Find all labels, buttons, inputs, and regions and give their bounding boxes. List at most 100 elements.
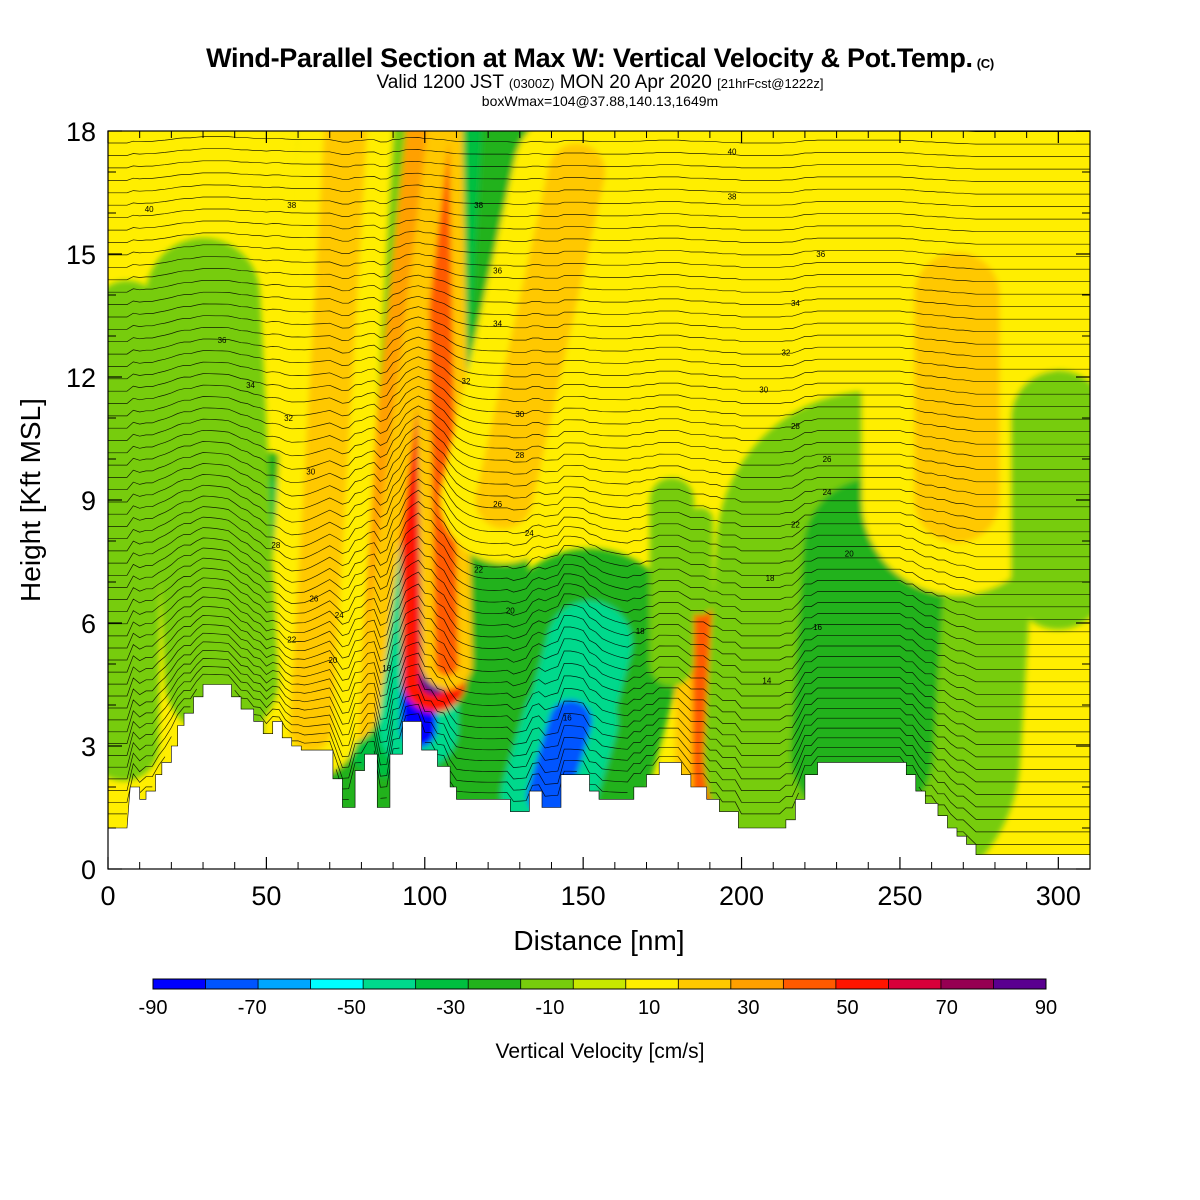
theta-contour-line: [108, 478, 1090, 548]
theta-contour-line: [108, 630, 1090, 708]
velocity-core: [289, 131, 367, 751]
colorbar-tick-label: 10: [638, 997, 660, 1019]
colorbar-segment: [573, 979, 627, 989]
colorbar-label: Vertical Velocity [cm/s]: [496, 1040, 705, 1063]
colorbar-segment: [783, 979, 837, 989]
y-tick-label: 15: [66, 240, 96, 270]
theta-contour-line: [108, 666, 1090, 758]
theta-contour-line: [108, 219, 1090, 233]
contour-label: 20: [506, 607, 515, 616]
theta-contour-line: [108, 649, 1090, 733]
theta-contour-line: [108, 241, 1090, 258]
contour-label: 22: [474, 566, 483, 575]
contour-label: 20: [328, 656, 337, 665]
contour-label: 34: [246, 381, 255, 390]
colorbar-tick-label: 90: [1035, 997, 1057, 1019]
colorbar-tick-label: -30: [436, 997, 465, 1019]
x-tick-label: 50: [251, 881, 281, 911]
contour-label: 28: [791, 422, 800, 431]
colorbar-tick-label: 30: [737, 997, 759, 1019]
contour-label: 40: [728, 148, 737, 157]
contour-label: 40: [145, 205, 154, 214]
theta-contour-line: [108, 641, 1090, 720]
contour-label: 30: [515, 410, 524, 419]
x-tick-label: 0: [100, 881, 115, 911]
colorbar-segment: [468, 979, 522, 989]
colorbar-segment: [993, 979, 1047, 989]
theta-contour-line: [108, 741, 1090, 820]
theta-contour-line: [108, 512, 1090, 583]
contour-label: 34: [791, 299, 800, 308]
theta-contour-line: [108, 172, 1090, 182]
colorbar-segment: [310, 979, 364, 989]
x-tick-label: 100: [402, 881, 447, 911]
box-info: boxWmax=104@37.88,140.13,1649m: [481, 93, 719, 109]
theta-contour-line: [108, 607, 1090, 683]
theta-contour-line: [108, 547, 1090, 620]
colorbar-segment: [520, 979, 574, 989]
theta-contour-line: [108, 306, 1090, 333]
colorbar-segment: [363, 979, 417, 989]
chart-title: Wind-Parallel Section at Max W: Vertical…: [206, 43, 994, 73]
contour-label: 24: [335, 611, 344, 620]
theta-contour-line: [108, 274, 1090, 295]
theta-contour-line: [108, 207, 1090, 220]
theta-contour-line: [108, 376, 1090, 420]
y-tick-label: 18: [66, 117, 96, 147]
theta-contour-line: [108, 252, 1090, 270]
chart-title-block: Wind-Parallel Section at Max W: Vertical…: [0, 42, 1200, 109]
plot-area: 40 40 38 38 38 36 36 36 34 34 34 32 32 32 30 30 30 28 28 28…: [108, 131, 1090, 869]
contour-label: 16: [813, 623, 822, 632]
colorbar-tick-label: -90: [139, 997, 168, 1019]
colorbar-segment: [153, 979, 207, 989]
colorbar: -90 -70 -50 -30 -10 10 30 50 70 90: [139, 978, 1057, 1019]
theta-contour-line: [108, 356, 1090, 395]
terrain-mask: [108, 684, 1090, 869]
velocity-core: [108, 299, 143, 762]
colorbar-tick-label: -70: [238, 997, 267, 1019]
chart-subtitle: Valid 1200 JST (0300Z) MON 20 Apr 2020 […: [0, 73, 1200, 93]
contour-label: 24: [823, 488, 832, 497]
theta-contour-line: [108, 467, 1090, 536]
x-tick-label: 250: [877, 881, 922, 911]
theta-contour-line: [108, 184, 1090, 195]
colorbar-segment: [888, 979, 942, 989]
contour-label: 32: [462, 377, 471, 386]
y-tick-label: 6: [81, 609, 96, 639]
velocity-blur-group: [108, 131, 1090, 869]
theta-contour-line: [108, 489, 1090, 560]
colorbar-segment: [678, 979, 732, 989]
theta-contour-line: [108, 501, 1090, 572]
contour-label: 18: [382, 664, 391, 673]
contour-label: 24: [525, 529, 534, 538]
contour-label: 22: [287, 635, 296, 644]
theta-contours: [108, 131, 1090, 845]
colorbar-segment: [415, 979, 469, 989]
contour-label: 18: [766, 574, 775, 583]
subtitle-utc: (0300Z): [508, 76, 555, 91]
contour-label: 30: [306, 467, 315, 476]
x-tick-label: 200: [719, 881, 764, 911]
subtitle-forecast: [21hrFcst@1222z]: [717, 76, 824, 91]
y-tick-label: 3: [81, 732, 96, 762]
contour-label: 34: [493, 320, 502, 329]
contour-label: 28: [271, 541, 280, 550]
y-tick-label: 9: [81, 486, 96, 516]
theta-contour-line: [108, 385, 1090, 433]
theta-contour-line: [108, 405, 1090, 458]
colorbar-tick-label: 70: [936, 997, 958, 1019]
x-axis-label: Distance [nm]: [513, 925, 684, 956]
theta-contour-line: [108, 148, 1090, 157]
theta-contour-line: [108, 336, 1090, 370]
colorbar-tick-label: 50: [836, 997, 858, 1019]
theta-contour-line: [108, 395, 1090, 445]
theta-contour-line: [108, 559, 1090, 633]
theta-contour-line: [108, 595, 1090, 670]
contour-label: 36: [816, 250, 825, 259]
colorbar-segment: [625, 979, 679, 989]
contour-label: 28: [515, 451, 524, 460]
theta-contour-line: [108, 688, 1090, 783]
theta-contour-line: [108, 415, 1090, 470]
